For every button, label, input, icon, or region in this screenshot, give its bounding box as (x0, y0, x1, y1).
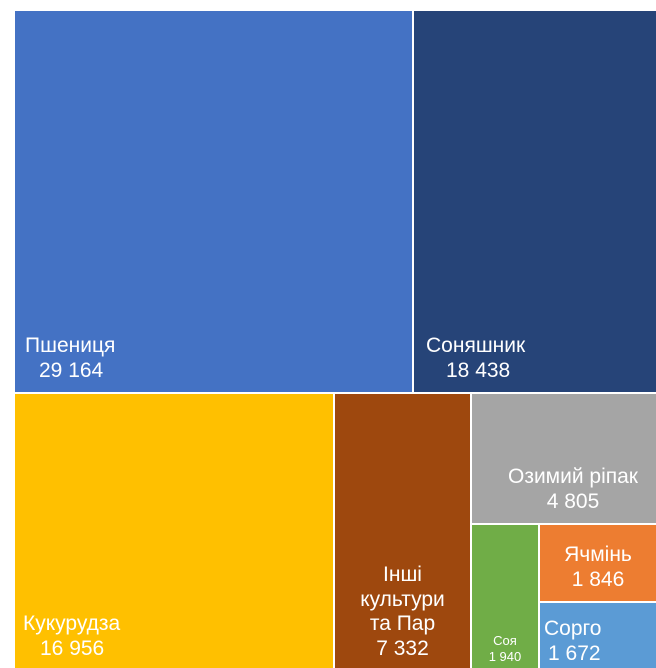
tile-sunflower-value: 18 438 (446, 359, 511, 383)
tile-other-crops-name-line3: та Пар (369, 612, 436, 636)
tile-other-crops: Інші культури та Пар 7 332 (335, 394, 470, 668)
tile-sorghum: Сорго 1 672 (540, 603, 656, 668)
tile-sorghum-value: 1 672 (548, 641, 601, 665)
tile-other-crops-name-line1: Інші (383, 562, 422, 586)
tile-sunflower: Соняшник 18 438 (414, 11, 656, 392)
tile-sunflower-name: Соняшник (426, 334, 526, 358)
tile-other-crops-value: 7 332 (376, 637, 429, 661)
tile-barley-value: 1 846 (571, 568, 625, 592)
tile-sorghum-name: Сорго (544, 617, 602, 640)
tile-soy-value: 1 940 (488, 648, 522, 664)
tile-winter-rapeseed: Озимий ріпак 4 805 (472, 394, 656, 523)
tile-barley: Ячмінь 1 846 (540, 525, 656, 601)
tile-wheat-name: Пшениця (25, 334, 116, 358)
tile-corn-value: 16 956 (40, 637, 105, 661)
tile-soy: Соя 1 940 (472, 525, 538, 668)
tile-soy-name: Соя (493, 633, 517, 649)
tile-wheat-value: 29 164 (39, 359, 104, 383)
tile-winter-rapeseed-value: 4 805 (546, 490, 600, 514)
tile-wheat: Пшениця 29 164 (15, 11, 412, 392)
tile-corn-name: Кукурудза (23, 612, 121, 636)
tile-other-crops-name-line2: культури (360, 587, 445, 611)
tile-winter-rapeseed-name: Озимий ріпак (507, 465, 638, 489)
tile-corn: Кукурудза 16 956 (15, 394, 333, 668)
tile-barley-name: Ячмінь (564, 543, 632, 567)
